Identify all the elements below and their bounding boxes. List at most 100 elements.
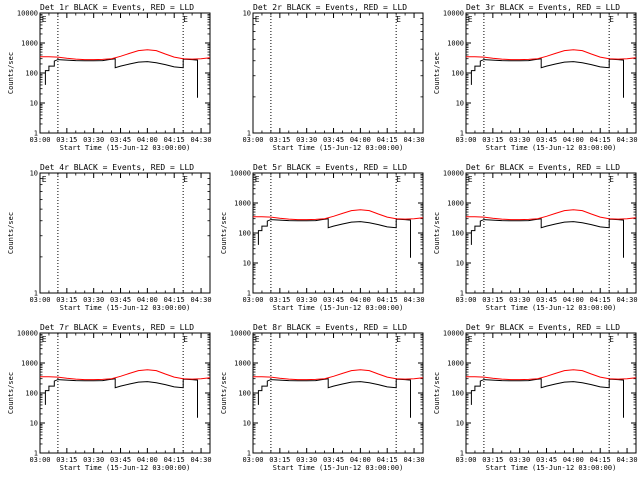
x-tick-label: 04:00 [137, 296, 158, 304]
x-tick-label: 03:30 [296, 136, 317, 144]
x-tick-label: 04:30 [617, 296, 638, 304]
panel-det-9: Det 9r BLACK = Events, RED = LLD 1 10 100 10… [433, 323, 638, 472]
x-tick-label: 03:45 [536, 456, 557, 464]
panel-det-6: Det 6r BLACK = Events, RED = LLD 1 10 100 10… [433, 163, 638, 312]
panel-det-4: Det 4r BLACK = Events, RED = LLD 1 10 03:00… [7, 163, 212, 312]
y-axis-label: Counts/sec [7, 372, 15, 414]
y-axis-label: Counts/sec [220, 212, 228, 254]
y-tick-label: 1000 [447, 40, 464, 48]
panel-title: Det 1r BLACK = Events, RED = LLD [40, 3, 194, 12]
event-marker-e: E [468, 335, 473, 344]
y-tick-label: 100 [238, 230, 251, 238]
x-tick-label: 04:15 [164, 136, 185, 144]
x-tick-label: 03:15 [56, 296, 77, 304]
x-axis-label: Start Time (15-Jun-12 03:00:00) [60, 304, 191, 312]
y-tick-label: 10000 [443, 170, 464, 178]
x-tick-label: 03:45 [536, 136, 557, 144]
y-tick-label: 1 [247, 450, 251, 458]
x-tick-label: 04:30 [404, 456, 425, 464]
y-tick-label: 1000 [21, 360, 38, 368]
panel-det-1: Det 1r BLACK = Events, RED = LLD 1 10 100 10… [7, 3, 212, 152]
x-tick-label: 03:45 [323, 136, 344, 144]
plot-frame [39, 172, 211, 294]
lld-series-line [466, 49, 637, 61]
lld-series-line [466, 369, 637, 381]
event-marker-e: E [468, 15, 473, 24]
lld-series-line [253, 209, 424, 221]
event-marker-e: E [42, 335, 47, 344]
event-marker-e: E [255, 175, 260, 184]
event-marker-e: E [609, 175, 614, 184]
event-marker-e: E [42, 15, 47, 24]
plot-frame [252, 332, 424, 454]
x-tick-label: 04:15 [590, 296, 611, 304]
x-tick-label: 03:45 [536, 296, 557, 304]
y-tick-label: 10000 [443, 330, 464, 338]
panel-title: Det 7r BLACK = Events, RED = LLD [40, 323, 194, 332]
panel-det-8: Det 8r BLACK = Events, RED = LLD 1 10 100 10… [220, 323, 425, 472]
x-tick-label: 04:30 [191, 136, 212, 144]
event-marker-e: E [609, 15, 614, 24]
panel-det-2: Det 2r BLACK = Events, RED = LLD 1 10 03:00… [242, 3, 424, 152]
y-axis-label: Counts/sec [433, 212, 441, 254]
y-tick-label: 1 [460, 450, 464, 458]
x-tick-label: 03:00 [455, 456, 476, 464]
y-tick-label: 10000 [443, 10, 464, 18]
x-tick-label: 04:00 [350, 456, 371, 464]
panel-det-7: Det 7r BLACK = Events, RED = LLD 1 10 100 10… [7, 323, 212, 472]
x-tick-label: 03:15 [269, 456, 290, 464]
y-tick-label: 100 [25, 70, 38, 78]
x-tick-label: 04:15 [590, 136, 611, 144]
x-tick-label: 04:00 [350, 296, 371, 304]
x-tick-label: 03:30 [296, 456, 317, 464]
x-tick-label: 03:00 [29, 456, 50, 464]
x-tick-label: 03:00 [455, 136, 476, 144]
y-tick-label: 1 [247, 130, 251, 138]
event-marker-e: E [183, 335, 188, 344]
x-tick-label: 03:30 [509, 136, 530, 144]
panel-title: Det 8r BLACK = Events, RED = LLD [253, 323, 407, 332]
x-tick-label: 03:15 [482, 296, 503, 304]
y-tick-label: 10 [243, 10, 251, 18]
y-axis-label: Counts/sec [7, 212, 15, 254]
y-tick-label: 10 [243, 260, 251, 268]
plot-frame [39, 332, 211, 454]
x-tick-label: 03:00 [242, 296, 263, 304]
x-tick-label: 04:15 [377, 136, 398, 144]
y-tick-label: 10000 [230, 170, 251, 178]
x-tick-label: 04:15 [377, 296, 398, 304]
x-tick-label: 04:30 [191, 296, 212, 304]
y-tick-label: 100 [451, 70, 464, 78]
events-series-line [470, 58, 624, 98]
y-tick-label: 100 [238, 390, 251, 398]
events-series-line [44, 378, 198, 418]
y-axis-label: Counts/sec [433, 52, 441, 94]
y-tick-label: 10 [30, 100, 38, 108]
x-tick-label: 03:30 [296, 296, 317, 304]
x-tick-label: 04:15 [590, 456, 611, 464]
y-tick-label: 1 [34, 290, 38, 298]
x-tick-label: 03:15 [482, 456, 503, 464]
x-tick-label: 03:30 [83, 136, 104, 144]
x-tick-label: 04:00 [563, 296, 584, 304]
x-tick-label: 03:15 [482, 136, 503, 144]
y-tick-label: 1000 [234, 200, 251, 208]
x-tick-label: 04:15 [164, 456, 185, 464]
x-tick-label: 03:00 [242, 456, 263, 464]
y-tick-label: 100 [25, 390, 38, 398]
x-tick-label: 03:00 [29, 296, 50, 304]
x-tick-label: 04:00 [563, 456, 584, 464]
y-tick-label: 1 [34, 450, 38, 458]
event-marker-e: E [396, 335, 401, 344]
y-tick-label: 10 [30, 420, 38, 428]
x-tick-label: 03:45 [323, 296, 344, 304]
event-marker-e: E [183, 175, 188, 184]
events-series-line [470, 218, 624, 258]
x-tick-label: 04:30 [617, 136, 638, 144]
y-axis-label: Counts/sec [433, 372, 441, 414]
y-tick-label: 100 [451, 390, 464, 398]
y-tick-label: 1 [460, 130, 464, 138]
y-tick-label: 1 [460, 290, 464, 298]
plot-frame [252, 172, 424, 294]
